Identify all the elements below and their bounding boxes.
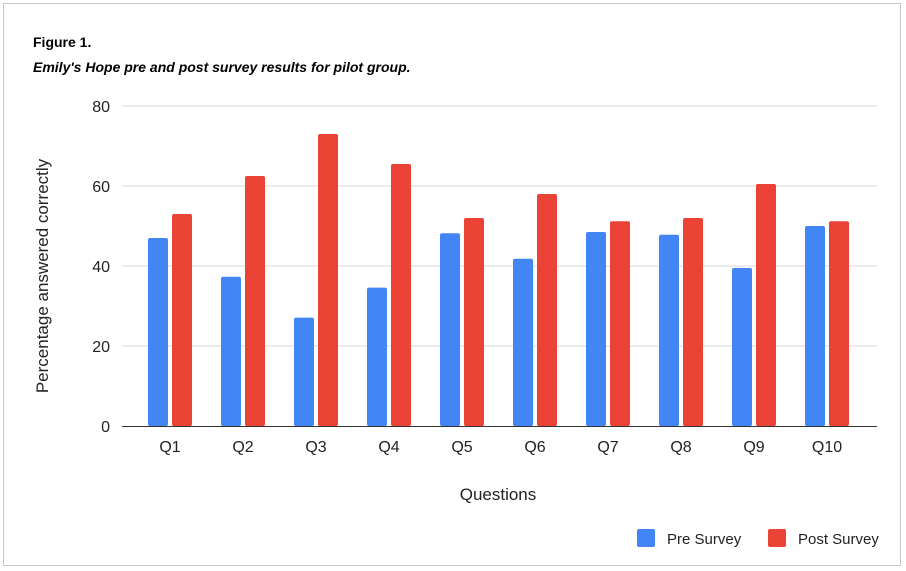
legend-label: Post Survey (798, 531, 879, 548)
bar-post-q10 (829, 221, 849, 426)
y-tick-labels: 0 20 40 60 80 (92, 99, 110, 436)
y-tick-label: 0 (101, 419, 110, 436)
bar-post-q3 (318, 134, 338, 426)
bar-post-q8 (683, 218, 703, 426)
x-tick-label: Q3 (305, 439, 326, 456)
x-tick-label: Q6 (524, 439, 545, 456)
bar-post-q6 (537, 194, 557, 426)
x-tick-label: Q8 (670, 439, 691, 456)
bar-pre-q3 (294, 317, 314, 426)
figure-label: Figure 1. (33, 34, 92, 50)
x-tick-label: Q2 (232, 439, 253, 456)
bar-pre-q8 (659, 234, 679, 426)
bars (148, 134, 849, 426)
x-tick-label: Q5 (451, 439, 472, 456)
y-tick-label: 80 (92, 99, 110, 116)
y-axis-title: Percentage answered correctly (33, 158, 52, 393)
bar-post-q1 (172, 214, 192, 426)
x-tick-label: Q10 (812, 439, 842, 456)
bar-post-q9 (756, 184, 776, 426)
legend-swatch (637, 529, 655, 547)
bar-post-q7 (610, 221, 630, 426)
bar-pre-q7 (586, 232, 606, 426)
bar-pre-q1 (148, 238, 168, 426)
legend: Pre Survey Post Survey (637, 529, 879, 548)
bar-pre-q5 (440, 233, 460, 426)
bar-pre-q6 (513, 258, 533, 426)
bar-pre-q10 (805, 226, 825, 426)
legend-swatch (768, 529, 786, 547)
x-tick-label: Q9 (743, 439, 764, 456)
y-tick-label: 60 (92, 179, 110, 196)
x-tick-label: Q7 (597, 439, 618, 456)
x-tick-label: Q1 (159, 439, 180, 456)
x-tick-labels: Q1 Q2 Q3 Q4 Q5 Q6 Q7 Q8 Q9 Q10 (159, 439, 842, 456)
y-tick-label: 40 (92, 259, 110, 276)
legend-label: Pre Survey (667, 531, 742, 548)
bar-post-q2 (245, 176, 265, 426)
bar-pre-q9 (732, 268, 752, 426)
x-axis-title: Questions (460, 485, 537, 504)
bar-post-q4 (391, 164, 411, 426)
bar-pre-q4 (367, 287, 387, 426)
bar-pre-q2 (221, 276, 241, 426)
y-tick-label: 20 (92, 339, 110, 356)
x-tick-label: Q4 (378, 439, 399, 456)
bar-post-q5 (464, 218, 484, 426)
figure-caption: Emily's Hope pre and post survey results… (33, 59, 411, 75)
